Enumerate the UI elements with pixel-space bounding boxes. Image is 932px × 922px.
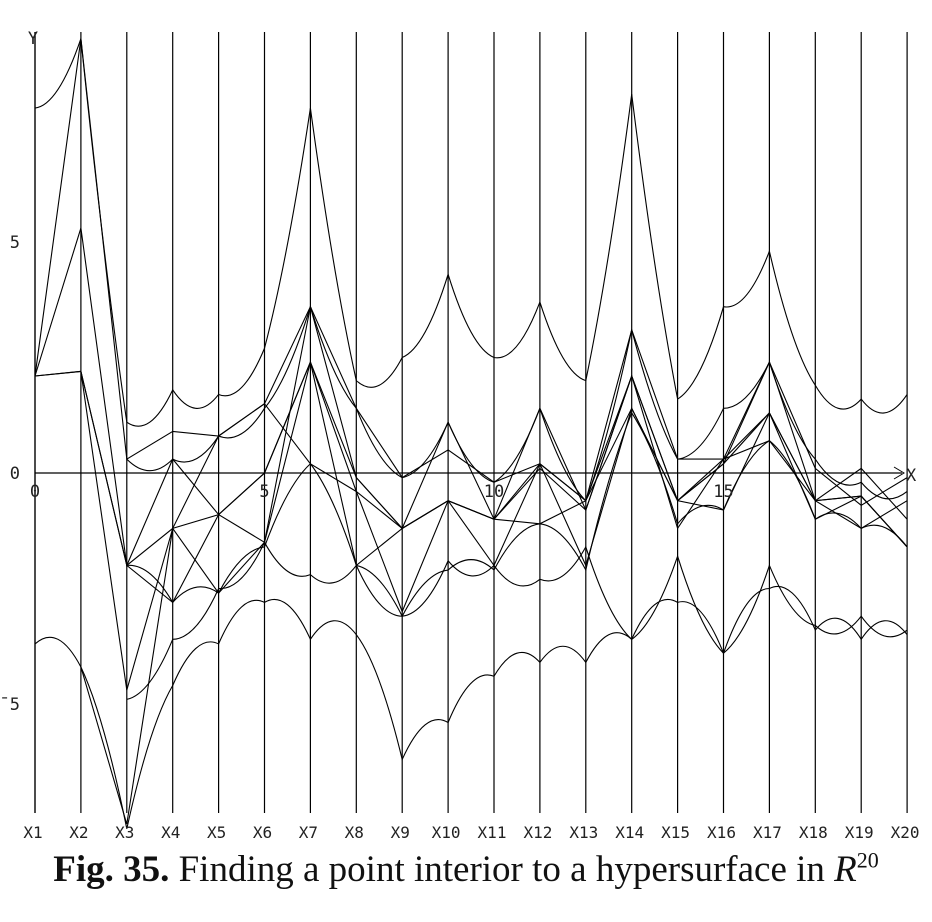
variable-label-x17: X17 bbox=[753, 823, 782, 842]
y-tick-label-5: 5 bbox=[10, 233, 20, 253]
variable-label-x11: X11 bbox=[478, 823, 507, 842]
variable-label-x1: X1 bbox=[23, 823, 42, 842]
variable-label-x7: X7 bbox=[299, 823, 318, 842]
variable-label-x13: X13 bbox=[569, 823, 598, 842]
caption-label: Fig. 35. bbox=[53, 849, 170, 890]
variable-label-x3: X3 bbox=[115, 823, 134, 842]
variable-label-x18: X18 bbox=[799, 823, 828, 842]
y-axis-letter: Y bbox=[28, 29, 38, 49]
curve-lower-envelope bbox=[34, 586, 908, 829]
variable-label-x4: X4 bbox=[161, 823, 180, 842]
curve-upper-envelope bbox=[34, 38, 908, 427]
caption-text: Finding a point interior to a hypersurfa… bbox=[178, 849, 825, 890]
polyline-d bbox=[34, 370, 908, 691]
x-tick-label-5: 5 bbox=[259, 482, 269, 502]
caption-math: R bbox=[834, 849, 857, 890]
curve-mid-trough bbox=[126, 541, 908, 700]
variable-label-x20: X20 bbox=[891, 823, 920, 842]
variable-labels: X1 X2 X3 X4 X5 X6 X7 X8 X9 X10 X11 X12 X13 X14 X15 X16 X… bbox=[23, 823, 919, 842]
polyline-e bbox=[80, 360, 908, 604]
tick-labels: Y X 5 0 ¯5 0 5 10 15 bbox=[0, 29, 917, 715]
variable-label-x5: X5 bbox=[207, 823, 226, 842]
variable-label-x16: X16 bbox=[707, 823, 736, 842]
figure-caption: Fig. 35. Finding a point interior to a h… bbox=[0, 848, 932, 891]
x-tick-label-10: 10 bbox=[484, 482, 504, 502]
y-tick-label-0: 0 bbox=[10, 464, 20, 484]
variable-label-x19: X19 bbox=[845, 823, 874, 842]
data-polylines bbox=[34, 38, 908, 825]
variable-label-x15: X15 bbox=[661, 823, 690, 842]
variable-label-x9: X9 bbox=[391, 823, 410, 842]
x-axis-letter: X bbox=[906, 466, 917, 486]
curve-mid-upper bbox=[126, 304, 908, 502]
x-tick-label-0: 0 bbox=[30, 482, 40, 502]
variable-label-x2: X2 bbox=[69, 823, 88, 842]
caption-superscript: 20 bbox=[856, 847, 879, 873]
axis-lines bbox=[34, 32, 908, 813]
variable-label-x14: X14 bbox=[615, 823, 644, 842]
variable-label-x12: X12 bbox=[523, 823, 552, 842]
x-axis-arrow bbox=[893, 466, 905, 480]
x-axis bbox=[35, 466, 905, 480]
envelope-curves bbox=[34, 38, 908, 829]
variable-label-x10: X10 bbox=[432, 823, 461, 842]
variable-label-x8: X8 bbox=[345, 823, 364, 842]
x-tick-label-15: 15 bbox=[713, 482, 733, 502]
polyline-a bbox=[34, 38, 908, 506]
polyline-f bbox=[80, 360, 908, 825]
variable-label-x6: X6 bbox=[253, 823, 272, 842]
y-tick-label-neg5: ¯5 bbox=[0, 695, 20, 715]
